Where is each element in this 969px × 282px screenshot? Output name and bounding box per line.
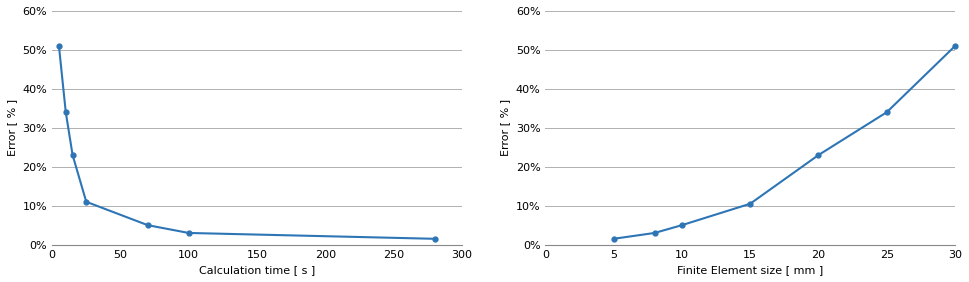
Y-axis label: Error [ % ]: Error [ % ]	[500, 99, 510, 156]
X-axis label: Finite Element size [ mm ]: Finite Element size [ mm ]	[677, 265, 824, 275]
Y-axis label: Error [ % ]: Error [ % ]	[7, 99, 16, 156]
X-axis label: Calculation time [ s ]: Calculation time [ s ]	[199, 265, 315, 275]
